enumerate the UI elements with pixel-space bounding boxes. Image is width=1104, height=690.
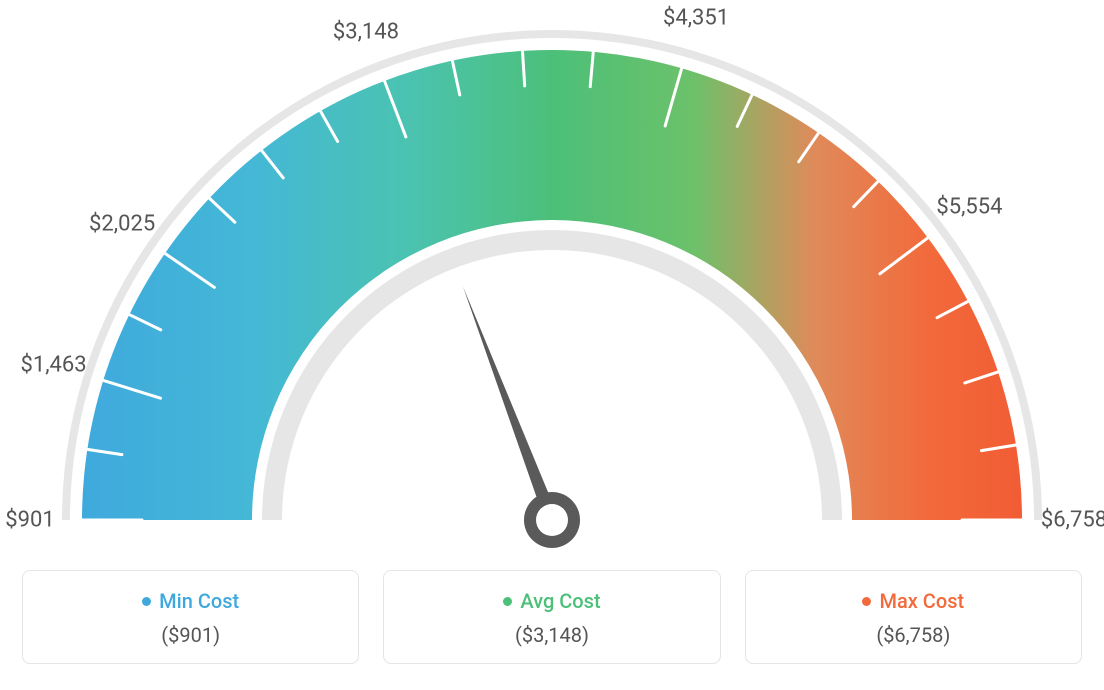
dot-icon xyxy=(503,597,512,606)
legend-row: Min Cost ($901) Avg Cost ($3,148) Max Co… xyxy=(22,570,1082,664)
legend-value-min: ($901) xyxy=(35,623,346,647)
gauge-tick-label: $5,554 xyxy=(936,194,1002,219)
gauge-tick-label: $4,351 xyxy=(663,6,729,31)
legend-title-text: Min Cost xyxy=(159,589,239,613)
gauge-tick-label: $6,758 xyxy=(1041,508,1104,533)
gauge-svg xyxy=(22,20,1082,560)
legend-card-min: Min Cost ($901) xyxy=(22,570,359,664)
legend-title-min: Min Cost xyxy=(142,589,239,613)
legend-card-max: Max Cost ($6,758) xyxy=(745,570,1082,664)
gauge-tick-label: $1,463 xyxy=(20,352,86,377)
gauge-tick-label: $2,025 xyxy=(89,211,155,236)
legend-card-avg: Avg Cost ($3,148) xyxy=(383,570,720,664)
legend-title-avg: Avg Cost xyxy=(503,589,600,613)
dot-icon xyxy=(862,597,871,606)
gauge-chart: $901$1,463$2,025$3,148$4,351$5,554$6,758 xyxy=(22,20,1082,560)
legend-title-text: Max Cost xyxy=(879,589,964,613)
gauge-tick-label: $901 xyxy=(5,508,54,533)
gauge-tick-label: $3,148 xyxy=(333,20,399,45)
legend-title-text: Avg Cost xyxy=(520,589,600,613)
legend-value-max: ($6,758) xyxy=(758,623,1069,647)
legend-value-avg: ($3,148) xyxy=(396,623,707,647)
legend-title-max: Max Cost xyxy=(862,589,964,613)
dot-icon xyxy=(142,597,151,606)
